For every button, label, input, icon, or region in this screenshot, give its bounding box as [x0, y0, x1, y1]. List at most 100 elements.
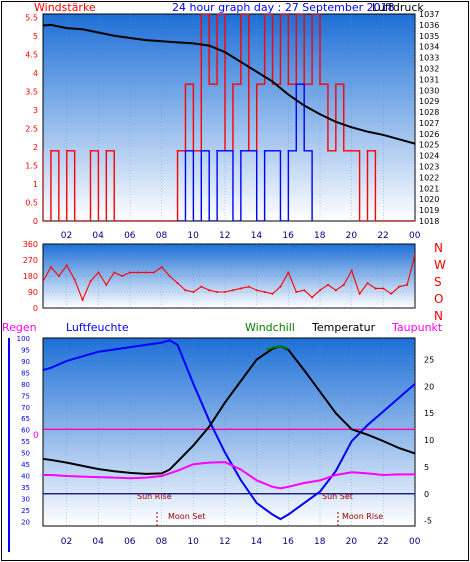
- label-temperatur: Temperatur: [311, 321, 376, 334]
- y-left-tick-label: 4.5: [25, 51, 38, 60]
- y-right-tick-label: 1018: [419, 217, 439, 226]
- point-windstaerke: [311, 14, 313, 15]
- point-windboeen: [192, 220, 195, 221]
- point-windstaerke: [208, 83, 211, 86]
- point-windrichtung: [97, 271, 100, 274]
- label-luftfeuchte: Luftfeuchte: [66, 321, 129, 334]
- panel3-left-ticks: 20 25 30 35 40 45 50 55 60 65 70 75 80 85 90 95 100: [17, 335, 30, 526]
- x-tick-label: 22: [377, 537, 388, 547]
- point-windboeen: [216, 149, 218, 152]
- annotation-sun-set: Sun Set: [322, 492, 353, 501]
- x-tick-label: 02: [61, 537, 72, 547]
- y-left-tick-label: 270: [23, 256, 38, 265]
- series-windboeen: [177, 83, 313, 221]
- y-right-tick-label: 1024: [419, 152, 439, 161]
- panel1-right-label: Luftdruck: [372, 1, 424, 14]
- point-windboeen: [208, 220, 211, 221]
- point-windstaerke: [160, 220, 163, 221]
- point-windrichtung: [231, 289, 234, 292]
- y-left-tick-label: 90: [21, 358, 30, 366]
- y-left-tick-label: 5: [33, 32, 38, 41]
- point-windboeen: [224, 149, 226, 152]
- point-windstaerke: [342, 149, 345, 152]
- point-windstaerke: [153, 220, 155, 221]
- point-windrichtung: [121, 275, 124, 277]
- x-tick-label: 14: [251, 231, 263, 241]
- x-tick-label: 10: [187, 537, 199, 547]
- x-tick-label: 02: [61, 231, 72, 241]
- y-right-tick-label: -5: [424, 517, 432, 526]
- y-left-tick-label: 5.5: [25, 14, 38, 23]
- y-left-tick-label: 55: [21, 438, 30, 446]
- x-tick-label: 20: [346, 537, 358, 547]
- panel1-gust-series: [176, 83, 313, 221]
- y-right-tick-label: 1031: [419, 75, 439, 84]
- y-left-tick-label: 100: [17, 335, 30, 343]
- x-tick-label: 16: [282, 537, 294, 547]
- point-windboeen: [200, 149, 203, 152]
- panel3-plot-area: [42, 337, 416, 527]
- point-windrichtung: [358, 292, 361, 295]
- point-windrichtung: [168, 275, 171, 277]
- point-windstaerke: [200, 14, 203, 15]
- label-regen: Regen: [2, 321, 37, 334]
- point-windrichtung: [89, 280, 92, 283]
- point-windrichtung: [295, 291, 298, 293]
- point-windboeen: [295, 83, 298, 86]
- point-windrichtung: [311, 296, 314, 299]
- point-windrichtung: [184, 289, 187, 292]
- compass-label: S: [434, 275, 442, 289]
- y-right-tick-label: 1033: [419, 54, 439, 63]
- point-windrichtung: [366, 282, 369, 285]
- point-windstaerke: [176, 149, 179, 152]
- y-right-tick-label: 1027: [419, 119, 439, 128]
- panel3-grid: [66, 338, 415, 526]
- point-windrichtung: [279, 285, 282, 288]
- y-right-tick-label: 1021: [419, 184, 439, 193]
- point-windstaerke: [390, 220, 393, 221]
- y-right-tick-label: 25: [424, 355, 434, 364]
- point-windstaerke: [255, 83, 258, 86]
- point-windrichtung: [255, 289, 258, 292]
- y-left-tick-label: 45: [21, 461, 30, 469]
- x-tick-label: 04: [92, 231, 104, 241]
- point-windrichtung: [160, 266, 163, 269]
- y-left-tick-label: 80: [21, 381, 30, 389]
- x-tick-label: 14: [251, 537, 263, 547]
- point-windstaerke: [232, 83, 234, 86]
- y-left-tick-label: 1: [33, 180, 38, 189]
- y-right-tick-label: 1028: [419, 108, 439, 117]
- annotation-moon-set: Moon Set: [168, 512, 205, 521]
- point-windstaerke: [279, 14, 282, 15]
- x-tick-label: 12: [219, 231, 230, 241]
- y-right-tick-label: 1023: [419, 163, 439, 172]
- point-windstaerke: [406, 220, 408, 221]
- compass-label: N: [434, 241, 443, 255]
- panel-temperature-humidity: Regen Luftfeuchte Windchill Temperatur T…: [2, 321, 443, 552]
- point-windrichtung: [390, 292, 393, 295]
- point-windrichtung: [414, 253, 415, 256]
- x-tick-label: 06: [124, 231, 136, 241]
- x-tick-label: 08: [156, 231, 168, 241]
- y-left-tick-label: 2.5: [25, 125, 38, 134]
- y-right-tick-label: 20: [424, 382, 434, 391]
- point-windrichtung: [144, 271, 147, 274]
- series-windchill: [265, 345, 289, 351]
- y-left-tick-label: 0.5: [25, 199, 38, 208]
- panel3-series: [43, 339, 415, 521]
- point-windstaerke: [43, 220, 44, 221]
- point-windstaerke: [263, 14, 266, 15]
- point-windstaerke: [81, 220, 84, 221]
- point-windboeen: [176, 220, 179, 221]
- point-windstaerke: [358, 220, 361, 221]
- point-windrichtung: [65, 264, 68, 267]
- point-windstaerke: [58, 220, 60, 221]
- series-taupunkt: [43, 461, 415, 490]
- panel1-left-ticks: 0 0.5 1 1.5 2 2.5 3 3.5 4 4.5 5 5.5: [25, 14, 38, 226]
- point-windstaerke: [398, 220, 400, 221]
- point-windrichtung: [81, 299, 84, 301]
- point-windrichtung: [326, 283, 329, 286]
- point-windstaerke: [65, 149, 68, 152]
- point-windboeen: [263, 149, 266, 152]
